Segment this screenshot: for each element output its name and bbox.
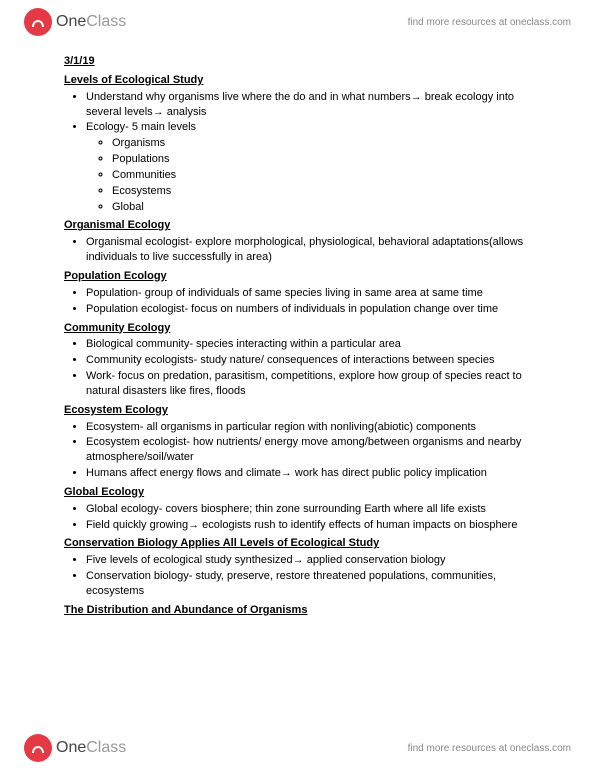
list-item: Ecosystems <box>112 184 547 199</box>
list-item: Global ecology- covers biosphere; thin z… <box>86 502 547 517</box>
list-item: Five levels of ecological study synthesi… <box>86 553 547 568</box>
list-item: Organismal ecologist- explore morphologi… <box>86 235 547 265</box>
logo-mark-icon <box>24 8 52 36</box>
date-heading: 3/1/19 <box>64 54 547 69</box>
list-item: Populations <box>112 152 547 167</box>
logo-text: OneClass <box>56 13 126 31</box>
logo: OneClass <box>24 8 126 36</box>
list-item: Global <box>112 200 547 215</box>
logo-class: Class <box>86 739 126 756</box>
list-item: Population- group of individuals of same… <box>86 286 547 301</box>
document-body: 3/1/19 Levels of Ecological Study Unders… <box>64 54 547 618</box>
bullet-list: Biological community- species interactin… <box>64 337 547 398</box>
list-item: Field quickly growing→ ecologists rush t… <box>86 518 547 533</box>
bullet-list: Ecosystem- all organisms in particular r… <box>64 420 547 481</box>
section-heading: Ecosystem Ecology <box>64 403 547 418</box>
list-item: Conservation biology- study, preserve, r… <box>86 569 547 599</box>
list-item: Ecosystem ecologist- how nutrients/ ener… <box>86 435 547 465</box>
section-heading: The Distribution and Abundance of Organi… <box>64 603 547 618</box>
logo-text: OneClass <box>56 739 126 757</box>
list-item: Understand why organisms live where the … <box>86 90 547 120</box>
section-heading: Community Ecology <box>64 321 547 336</box>
header-tagline: find more resources at oneclass.com <box>408 17 571 28</box>
list-item: Communities <box>112 168 547 183</box>
bullet-list: Organismal ecologist- explore morphologi… <box>64 235 547 265</box>
sub-list: Organisms Populations Communities Ecosys… <box>86 136 547 214</box>
section-heading: Conservation Biology Applies All Levels … <box>64 536 547 551</box>
logo-class: Class <box>86 13 126 30</box>
section-heading: Organismal Ecology <box>64 218 547 233</box>
section-heading: Population Ecology <box>64 269 547 284</box>
logo-mark-icon <box>24 734 52 762</box>
list-item: Community ecologists- study nature/ cons… <box>86 353 547 368</box>
list-item: Work- focus on predation, parasitism, co… <box>86 369 547 399</box>
list-item: Humans affect energy flows and climate→ … <box>86 466 547 481</box>
logo: OneClass <box>24 734 126 762</box>
list-item: Population ecologist- focus on numbers o… <box>86 302 547 317</box>
list-item: Organisms <box>112 136 547 151</box>
list-item: Ecosystem- all organisms in particular r… <box>86 420 547 435</box>
bullet-list: Five levels of ecological study synthesi… <box>64 553 547 599</box>
logo-one: One <box>56 13 86 30</box>
bullet-list: Global ecology- covers biosphere; thin z… <box>64 502 547 533</box>
header: OneClass find more resources at oneclass… <box>0 0 595 44</box>
section-heading: Global Ecology <box>64 485 547 500</box>
section-heading: Levels of Ecological Study <box>64 73 547 88</box>
logo-one: One <box>56 739 86 756</box>
bullet-list: Understand why organisms live where the … <box>64 90 547 215</box>
footer: OneClass find more resources at oneclass… <box>0 726 595 770</box>
bullet-list: Population- group of individuals of same… <box>64 286 547 317</box>
list-item: Biological community- species interactin… <box>86 337 547 352</box>
list-item: Ecology- 5 main levels <box>86 120 547 135</box>
footer-tagline: find more resources at oneclass.com <box>408 743 571 754</box>
